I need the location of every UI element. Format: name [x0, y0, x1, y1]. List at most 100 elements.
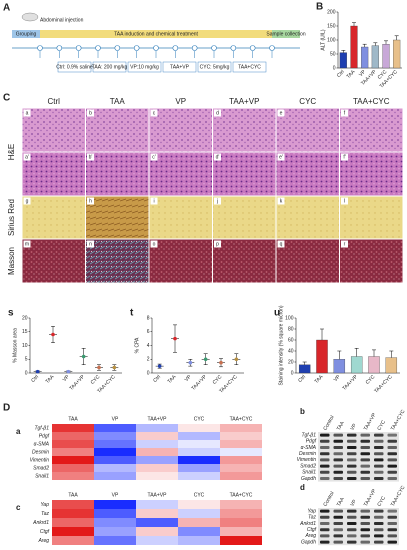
blot-band	[347, 439, 357, 443]
tile-letter: f	[344, 111, 346, 117]
heatmap-cell	[94, 456, 136, 464]
blot-band	[347, 452, 357, 456]
blot-band	[387, 433, 397, 437]
y-tick-label: 50	[330, 51, 336, 57]
blot-band	[374, 528, 384, 532]
blot-band	[320, 439, 330, 443]
x-tick-label: TAA	[345, 69, 356, 80]
group-box	[162, 61, 197, 73]
gene-label: Yap	[40, 502, 49, 508]
x-tick-label: TAA	[313, 374, 324, 385]
blot-band	[374, 470, 384, 474]
blot-band	[387, 446, 397, 449]
blot-band	[387, 439, 397, 443]
blot-band	[360, 452, 370, 456]
blot-band	[333, 515, 343, 519]
tile-letter-bg	[341, 109, 348, 117]
heatmap-column: VP	[112, 416, 119, 422]
phase-label: TAA induction and chemical treatment	[114, 31, 198, 37]
heatmap-cell	[94, 464, 136, 472]
group-label: CYC: 5mg/kg	[200, 64, 230, 70]
heatmap-cell	[94, 424, 136, 432]
week-dot	[56, 45, 63, 51]
x-tick-label: TAA	[166, 374, 177, 385]
lane-label: CYC	[376, 419, 387, 431]
heatmap-cell	[94, 509, 136, 518]
heatmap-cell	[178, 464, 220, 472]
tile-letter-bg	[150, 109, 158, 117]
gene-label: Gapdh	[301, 476, 316, 482]
row-label: Masson	[7, 247, 16, 275]
gene-label: Ctgf	[40, 529, 50, 535]
blot-band	[360, 522, 370, 525]
tile-letter-bg	[87, 240, 94, 248]
x-tick-label: CYC	[90, 374, 102, 386]
histology-tile	[340, 152, 403, 196]
heatmap-cell	[178, 472, 220, 480]
blot-band	[347, 522, 357, 525]
blot-band	[374, 446, 384, 449]
error-bar	[352, 22, 356, 26]
blot-band	[374, 433, 384, 437]
mean-point	[188, 360, 193, 365]
heatmap-column: TAA+VP	[148, 416, 168, 422]
histology-tile	[276, 152, 339, 196]
phase-bar	[40, 30, 272, 38]
blot-band	[347, 534, 357, 538]
tile-letter-bg	[214, 240, 221, 248]
tile-letter: f'	[343, 155, 345, 161]
y-tick-label: 20	[288, 359, 294, 365]
heatmap-cell	[220, 518, 262, 527]
gene-label: Areg	[304, 533, 316, 539]
heatmap-cell	[52, 424, 94, 432]
blot-band	[347, 515, 357, 519]
lane-label: TAA	[336, 496, 346, 508]
x-tick-label: CYC	[212, 374, 224, 386]
x-tick-label: TAA+CYC	[373, 374, 394, 395]
heatmap-cell	[220, 432, 262, 440]
column-label: TAA	[110, 97, 126, 106]
tile-letter-bg	[277, 197, 285, 205]
error-bar	[320, 328, 324, 340]
tile-letter-bg	[150, 153, 158, 161]
y-tick-label: 0	[333, 65, 336, 71]
group-box	[92, 61, 127, 73]
mean-point	[203, 357, 208, 362]
tile-letter: a	[26, 111, 29, 117]
gene-label: Taz	[308, 515, 316, 521]
tile-letter: a'	[25, 155, 29, 161]
y-tick-label: 6	[147, 329, 150, 335]
blot-bg	[318, 432, 399, 482]
histology-tile	[86, 196, 149, 239]
tile-letter: d'	[216, 155, 220, 161]
tile-letter: p	[216, 242, 219, 248]
y-tick-label: 0	[147, 370, 150, 376]
gene-label: Taz	[41, 511, 49, 517]
heatmap-cell	[220, 456, 262, 464]
heatmap-cell	[94, 448, 136, 456]
blot-band	[320, 515, 330, 519]
blot-band	[320, 522, 330, 525]
blot-band	[333, 534, 343, 538]
blot-band	[374, 464, 384, 468]
blot-band	[387, 458, 397, 462]
tile-letter-bg	[214, 153, 221, 161]
y-tick-label: 5	[25, 357, 28, 363]
y-tick-label: 20	[22, 315, 28, 321]
blot-band	[333, 446, 343, 449]
error-bar	[302, 361, 307, 365]
phase-label: Sample collection	[266, 31, 305, 37]
panel-label: A	[3, 3, 10, 14]
blot-bg	[318, 508, 399, 546]
heatmap-cell	[94, 527, 136, 536]
bar	[393, 39, 401, 69]
tile-letter-bg	[23, 197, 31, 205]
blot-band	[347, 477, 357, 480]
week-dot	[269, 45, 275, 51]
y-tick-label: 200	[327, 9, 336, 15]
histology-tile	[86, 239, 149, 283]
histology-tile	[149, 108, 212, 152]
heatmap-cell	[136, 509, 178, 518]
heatmap-cell	[52, 509, 94, 518]
blot-band	[360, 446, 370, 449]
